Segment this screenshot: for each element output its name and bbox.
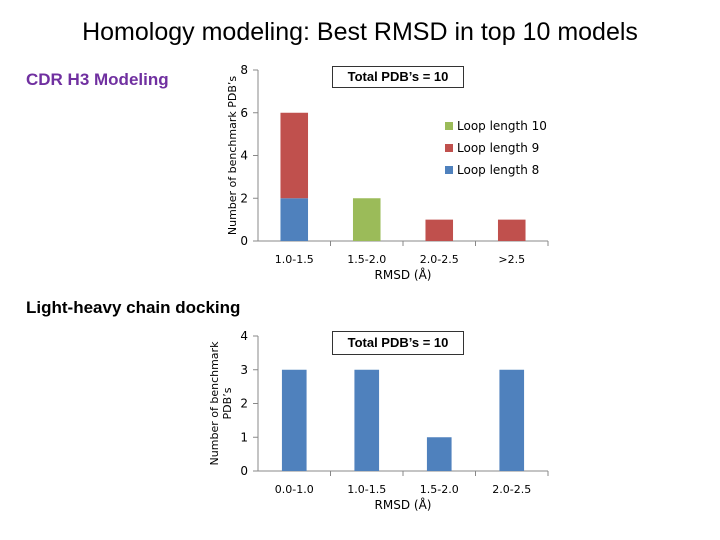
- chart2-bar: [354, 369, 380, 471]
- chart1-y-axis-title: Number of benchmark PDB’s: [226, 76, 239, 236]
- chart1-x-tick-label: 1.5-2.0: [347, 253, 386, 266]
- chart1-legend-swatch: [445, 122, 453, 130]
- chart2-x-tick-label: 2.0-2.5: [492, 483, 531, 496]
- chart1-bar: [425, 219, 454, 241]
- chart2-bar: [499, 369, 525, 471]
- chart1-legend-label: Loop length 10: [457, 119, 547, 133]
- chart2-x-tick-label: 1.5-2.0: [420, 483, 459, 496]
- chart2-bar: [426, 437, 452, 471]
- chart2-x-axis-title: RMSD (Å): [375, 497, 432, 512]
- chart1-y-tick-label: 2: [240, 191, 248, 205]
- chart2-y-tick-label: 4: [240, 329, 248, 343]
- section-label-cdr-h3: CDR H3 Modeling: [26, 70, 169, 89]
- chart2-x-tick-label: 1.0-1.5: [347, 483, 386, 496]
- chart2-y-tick-label: 3: [240, 363, 248, 377]
- chart2-bar: [281, 369, 307, 471]
- chart2-x-tick-label: 0.0-1.0: [275, 483, 314, 496]
- chart1-y-tick-label: 4: [240, 149, 248, 163]
- chart1-x-tick-label: 1.0-1.5: [275, 253, 314, 266]
- chart2-total-callout: Total PDB’s = 10: [332, 331, 464, 355]
- chart2-y-tick-label: 2: [240, 397, 248, 411]
- chart1-x-tick-label: 2.0-2.5: [420, 253, 459, 266]
- chart2-y-axis-title: Number of benchmarkPDB’s: [208, 341, 234, 466]
- chart1-legend-swatch: [445, 144, 453, 152]
- chart1-legend-swatch: [445, 166, 453, 174]
- chart1-bar: [280, 112, 309, 199]
- chart1-legend-label: Loop length 9: [457, 141, 539, 155]
- chart2-y-tick-label: 1: [240, 430, 248, 444]
- chart1-bar: [497, 219, 526, 241]
- chart1-bar: [352, 198, 381, 241]
- section-label-docking: Light-heavy chain docking: [26, 298, 241, 317]
- chart1-y-tick-label: 0: [240, 234, 248, 248]
- chart1-x-tick-label: >2.5: [498, 253, 525, 266]
- chart2-y-tick-label: 0: [240, 464, 248, 478]
- chart1-y-tick-label: 6: [240, 106, 248, 120]
- chart1-y-tick-label: 8: [240, 63, 248, 77]
- slide-title: Homology modeling: Best RMSD in top 10 m…: [82, 18, 638, 46]
- chart1-bar: [280, 198, 309, 241]
- chart1-legend-label: Loop length 8: [457, 163, 539, 177]
- chart1-x-axis-title: RMSD (Å): [375, 267, 432, 282]
- chart1-total-callout: Total PDB’s = 10: [332, 66, 464, 88]
